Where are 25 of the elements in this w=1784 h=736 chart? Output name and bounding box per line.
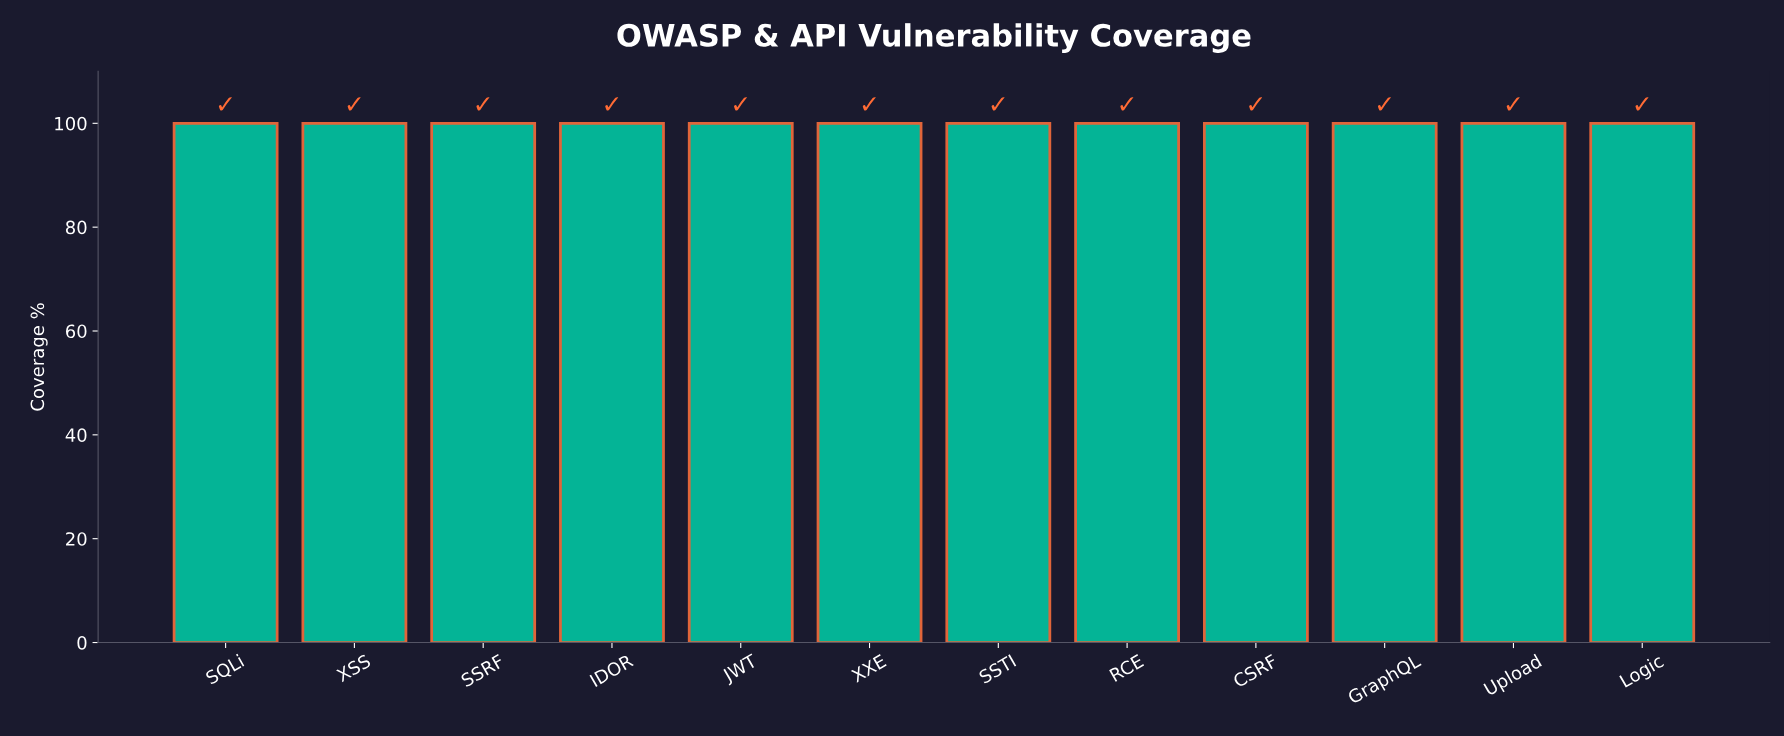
y-tick-label: 40 <box>65 428 87 442</box>
data-label: ✓ <box>991 97 1005 111</box>
data-label: ✓ <box>862 97 876 111</box>
x-tick-label: SQLi <box>204 653 246 687</box>
x-tick-label: XSS <box>335 653 372 683</box>
x-tick-label: RCE <box>1108 653 1145 682</box>
data-label: ✓ <box>605 97 619 111</box>
data-label: ✓ <box>1506 97 1520 111</box>
data-label: ✓ <box>1249 97 1263 111</box>
x-tick-label: XXE <box>850 654 887 683</box>
data-label: ✓ <box>1120 97 1134 111</box>
data-label: ✓ <box>476 97 490 111</box>
y-tick-label: 20 <box>66 532 87 546</box>
data-label: ✓ <box>734 97 747 111</box>
x-tick-label: SSTI <box>978 654 1017 685</box>
y-axis-title: Coverage % <box>30 303 48 411</box>
y-tick-label: 100 <box>55 116 87 131</box>
data-label: ✓ <box>347 97 361 111</box>
chart-title: OWASP & API Vulnerability Coverage <box>617 23 1251 53</box>
y-tick-label: 0 <box>77 635 87 650</box>
data-label: ✓ <box>218 97 232 111</box>
data-label: ✓ <box>1635 97 1649 111</box>
y-tick-label: 80 <box>65 220 87 235</box>
data-label: ✓ <box>1377 97 1391 111</box>
y-tick-label: 60 <box>65 324 87 339</box>
